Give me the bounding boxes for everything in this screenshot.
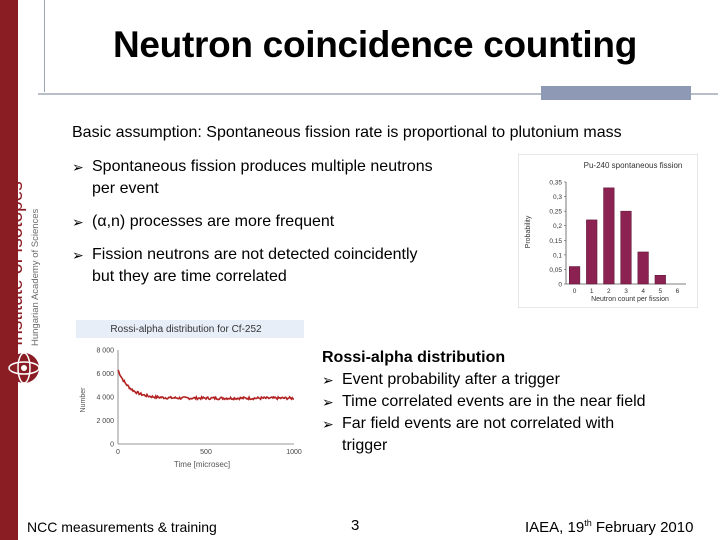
x-tick-label: 6 bbox=[676, 288, 680, 295]
arrow-bullet-icon: ➢ bbox=[322, 416, 334, 432]
bar bbox=[603, 187, 615, 285]
y-tick-label: 0,2 bbox=[553, 223, 562, 230]
y-tick-label: 0,3 bbox=[553, 194, 562, 201]
y-axis-label: Number bbox=[80, 387, 87, 413]
x-tick-label: 500 bbox=[200, 449, 212, 456]
bullet-item: ➢ Fission neutrons are not detected coin… bbox=[72, 244, 502, 288]
arrow-bullet-icon: ➢ bbox=[72, 214, 84, 230]
bullet-line: per event bbox=[92, 180, 159, 197]
footer-date-sup: th bbox=[584, 518, 592, 528]
bullet-line: Fission neutrons are not detected coinci… bbox=[92, 246, 418, 263]
bullet-line: but they are time correlated bbox=[92, 268, 287, 285]
bullet-item: ➢ (α,n) processes are more frequent bbox=[72, 211, 502, 233]
arrow-bullet-icon: ➢ bbox=[322, 372, 334, 388]
divider-line bbox=[44, 0, 45, 92]
rossi-bullet: ➢ Far field events are not correlated wi… bbox=[322, 413, 712, 435]
rossi-bullet-text: Time correlated events are in the near f… bbox=[342, 393, 646, 410]
y-tick-label: 0,35 bbox=[549, 180, 562, 187]
bullet-line: Spontaneous fission produces multiple ne… bbox=[92, 158, 433, 175]
academy-name: Hungarian Academy of Sciences bbox=[30, 208, 41, 346]
arrow-bullet-icon: ➢ bbox=[72, 247, 84, 263]
x-tick-label: 0 bbox=[116, 449, 120, 456]
arrow-bullet-icon: ➢ bbox=[72, 159, 84, 175]
institute-logo-icon bbox=[8, 352, 40, 384]
rossi-description: Rossi-alpha distribution ➢ Event probabi… bbox=[322, 347, 712, 457]
rossi-bullet-text: trigger bbox=[342, 437, 388, 454]
bar bbox=[586, 219, 598, 285]
footer-date-pre: IAEA, 19 bbox=[525, 519, 585, 536]
title-accent-bar bbox=[541, 86, 691, 100]
basic-assumption-text: Basic assumption: Spontaneous fission ra… bbox=[72, 124, 622, 141]
y-tick-label: 0,1 bbox=[553, 252, 562, 259]
y-tick-label: 6 000 bbox=[96, 371, 114, 378]
pu240-fission-chart: Pu-240 spontaneous fission Probability N… bbox=[518, 154, 698, 308]
footer-event: NCC measurements & training bbox=[27, 519, 217, 535]
bar bbox=[637, 251, 649, 285]
bar bbox=[654, 275, 666, 285]
footer-date-post: February 2010 bbox=[591, 519, 694, 536]
rossi-bullet: ➢ Time correlated events are in the near… bbox=[322, 391, 712, 413]
bar bbox=[620, 210, 632, 285]
y-tick-label: 8 000 bbox=[96, 348, 114, 355]
bar bbox=[569, 266, 581, 285]
rossi-alpha-chart: Rossi-alpha distribution for Cf-252 Numb… bbox=[76, 320, 304, 472]
x-tick-label: 5 bbox=[658, 288, 662, 295]
bullet-list: ➢ Spontaneous fission produces multiple … bbox=[72, 156, 502, 299]
y-axis-label: Probability bbox=[525, 215, 532, 248]
bullet-item: ➢ Spontaneous fission produces multiple … bbox=[72, 156, 502, 200]
rossi-bullet-continuation: trigger bbox=[322, 435, 712, 457]
rossi-series-line bbox=[117, 369, 294, 401]
rossi-bullet: ➢ Event probability after a trigger bbox=[322, 369, 712, 391]
y-tick-label: 0,25 bbox=[549, 209, 562, 216]
x-tick-label: 0 bbox=[573, 288, 577, 295]
institute-name: Institute of Isotopes bbox=[6, 181, 27, 346]
page-number: 3 bbox=[351, 517, 360, 534]
y-tick-label: 0,15 bbox=[549, 238, 562, 245]
y-tick-label: 0 bbox=[558, 282, 562, 289]
rossi-bullet-text: Far field events are not correlated with bbox=[342, 415, 615, 432]
x-axis-label: Neutron count per fission bbox=[591, 296, 669, 303]
brand-bar bbox=[0, 0, 18, 540]
x-tick-label: 1000 bbox=[286, 449, 302, 456]
x-axis-label: Time [microsec] bbox=[174, 460, 230, 469]
slide-title: Neutron coincidence counting bbox=[112, 24, 638, 65]
y-tick-label: 2 000 bbox=[96, 418, 114, 425]
institute-sidebar: Institute of Isotopes Hungarian Academy … bbox=[0, 0, 50, 540]
x-tick-label: 2 bbox=[607, 288, 611, 295]
x-tick-label: 1 bbox=[590, 288, 594, 295]
x-tick-label: 3 bbox=[624, 288, 628, 295]
footer-date: IAEA, 19th February 2010 bbox=[525, 518, 693, 536]
rossi-heading: Rossi-alpha distribution bbox=[322, 349, 506, 366]
chart-title: Pu-240 spontaneous fission bbox=[584, 161, 683, 170]
chart-title: Rossi-alpha distribution for Cf-252 bbox=[110, 324, 262, 335]
y-tick-label: 0 bbox=[110, 442, 114, 449]
y-tick-label: 4 000 bbox=[96, 395, 114, 402]
y-tick-label: 0,05 bbox=[549, 267, 562, 274]
bullet-line: (α,n) processes are more frequent bbox=[92, 213, 335, 230]
rossi-bullet-text: Event probability after a trigger bbox=[342, 371, 560, 388]
arrow-bullet-icon: ➢ bbox=[322, 394, 334, 410]
title-rule bbox=[38, 93, 718, 95]
x-tick-label: 4 bbox=[641, 288, 645, 295]
